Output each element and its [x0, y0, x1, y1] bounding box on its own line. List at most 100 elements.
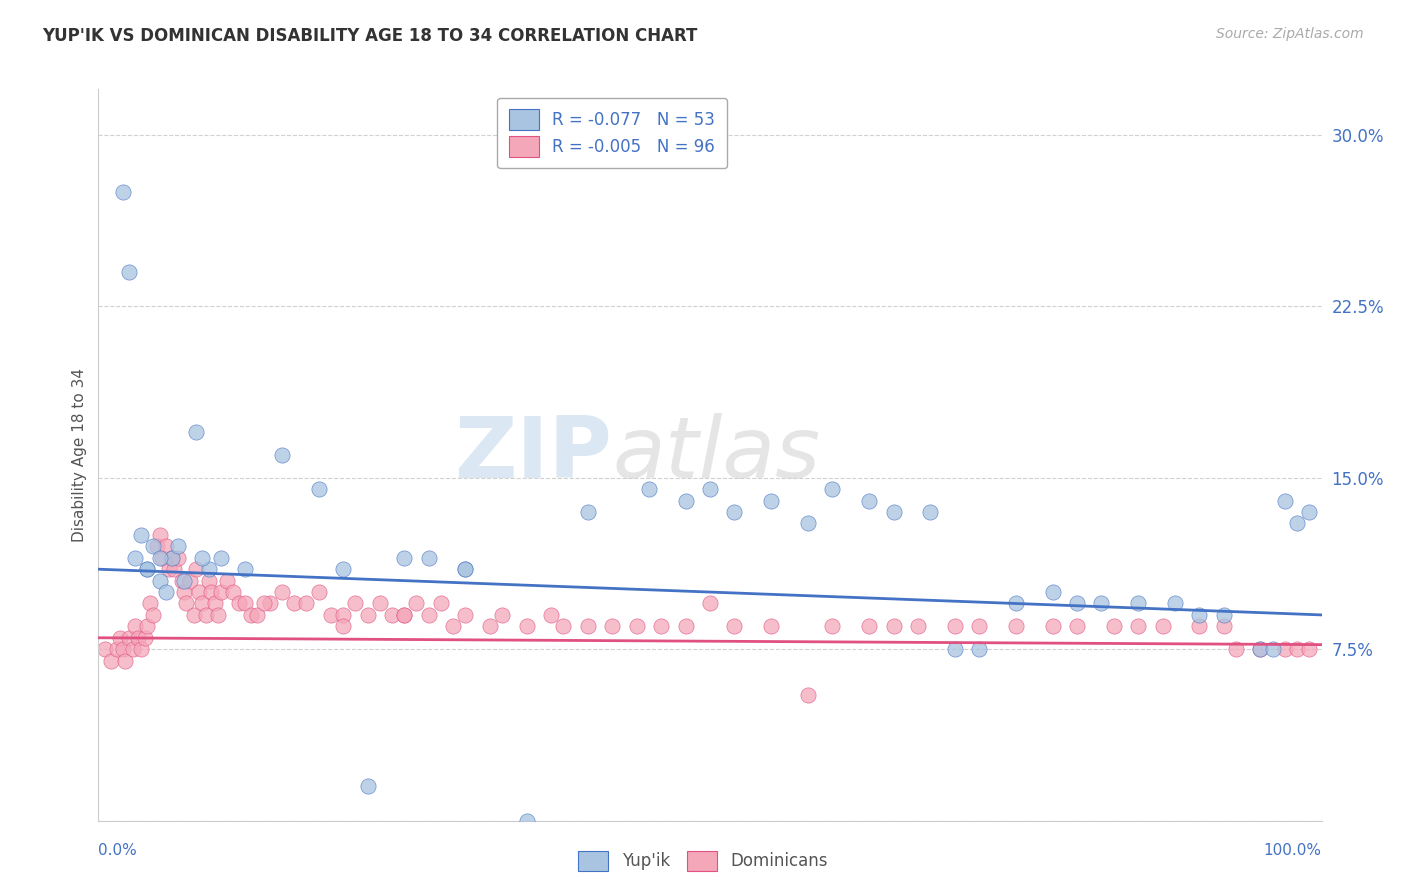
Point	[699, 597, 721, 611]
Text: Source: ZipAtlas.com: Source: ZipAtlas.com	[1216, 27, 1364, 41]
Point	[368, 597, 391, 611]
Point	[797, 516, 820, 531]
Point	[967, 619, 990, 633]
Point	[1274, 642, 1296, 657]
Point	[308, 482, 330, 496]
Point	[136, 562, 159, 576]
Point	[121, 642, 143, 657]
Point	[392, 607, 416, 622]
Point	[127, 631, 149, 645]
Point	[1042, 585, 1064, 599]
Point	[967, 642, 990, 657]
Point	[197, 562, 219, 576]
Point	[252, 597, 274, 611]
Point	[142, 539, 165, 553]
Point	[111, 642, 134, 657]
Legend: Yup'ik, Dominicans: Yup'ik, Dominicans	[569, 842, 837, 880]
Point	[163, 562, 186, 576]
Point	[392, 607, 416, 622]
Point	[516, 619, 538, 633]
Point	[209, 585, 232, 599]
Point	[129, 642, 152, 657]
Point	[246, 607, 269, 622]
Point	[146, 539, 169, 553]
Point	[1212, 607, 1234, 622]
Point	[626, 619, 648, 633]
Point	[142, 607, 165, 622]
Point	[139, 597, 162, 611]
Text: YUP'IK VS DOMINICAN DISABILITY AGE 18 TO 34 CORRELATION CHART: YUP'IK VS DOMINICAN DISABILITY AGE 18 TO…	[42, 27, 697, 45]
Text: atlas: atlas	[612, 413, 820, 497]
Point	[454, 607, 477, 622]
Point	[1090, 597, 1112, 611]
Point	[233, 597, 256, 611]
Point	[195, 607, 218, 622]
Point	[1298, 505, 1320, 519]
Point	[1066, 619, 1088, 633]
Point	[149, 550, 172, 565]
Point	[441, 619, 464, 633]
Point	[1128, 597, 1150, 611]
Point	[797, 688, 820, 702]
Point	[723, 619, 745, 633]
Point	[228, 597, 250, 611]
Point	[124, 619, 146, 633]
Point	[430, 597, 453, 611]
Point	[170, 574, 193, 588]
Y-axis label: Disability Age 18 to 34: Disability Age 18 to 34	[72, 368, 87, 542]
Point	[332, 562, 354, 576]
Point	[186, 562, 208, 576]
Point	[454, 562, 477, 576]
Point	[167, 539, 190, 553]
Point	[129, 528, 152, 542]
Point	[319, 607, 342, 622]
Point	[179, 574, 201, 588]
Point	[270, 448, 294, 462]
Point	[516, 814, 538, 828]
Point	[233, 562, 256, 576]
Point	[187, 585, 209, 599]
Point	[332, 607, 354, 622]
Point	[110, 631, 132, 645]
Point	[907, 619, 929, 633]
Point	[1188, 619, 1211, 633]
Text: 0.0%: 0.0%	[98, 843, 138, 858]
Point	[883, 505, 905, 519]
Point	[553, 619, 575, 633]
Point	[454, 562, 477, 576]
Point	[191, 597, 214, 611]
Point	[600, 619, 623, 633]
Point	[149, 528, 172, 542]
Point	[155, 539, 177, 553]
Point	[943, 619, 966, 633]
Point	[295, 597, 318, 611]
Point	[761, 493, 783, 508]
Point	[259, 597, 281, 611]
Point	[136, 619, 159, 633]
Point	[308, 585, 330, 599]
Point	[1286, 642, 1309, 657]
Point	[176, 597, 198, 611]
Point	[1066, 597, 1088, 611]
Point	[114, 654, 136, 668]
Point	[1164, 597, 1187, 611]
Point	[540, 607, 562, 622]
Point	[650, 619, 672, 633]
Point	[491, 607, 513, 622]
Legend: R = -0.077   N = 53, R = -0.005   N = 96: R = -0.077 N = 53, R = -0.005 N = 96	[498, 97, 727, 169]
Point	[1004, 619, 1026, 633]
Point	[699, 482, 721, 496]
Point	[576, 619, 599, 633]
Point	[1274, 493, 1296, 508]
Point	[173, 585, 195, 599]
Point	[1212, 619, 1234, 633]
Point	[150, 550, 173, 565]
Point	[723, 505, 745, 519]
Point	[240, 607, 263, 622]
Point	[356, 780, 378, 794]
Point	[356, 607, 378, 622]
Point	[283, 597, 305, 611]
Point	[204, 597, 226, 611]
Point	[155, 585, 177, 599]
Point	[332, 619, 354, 633]
